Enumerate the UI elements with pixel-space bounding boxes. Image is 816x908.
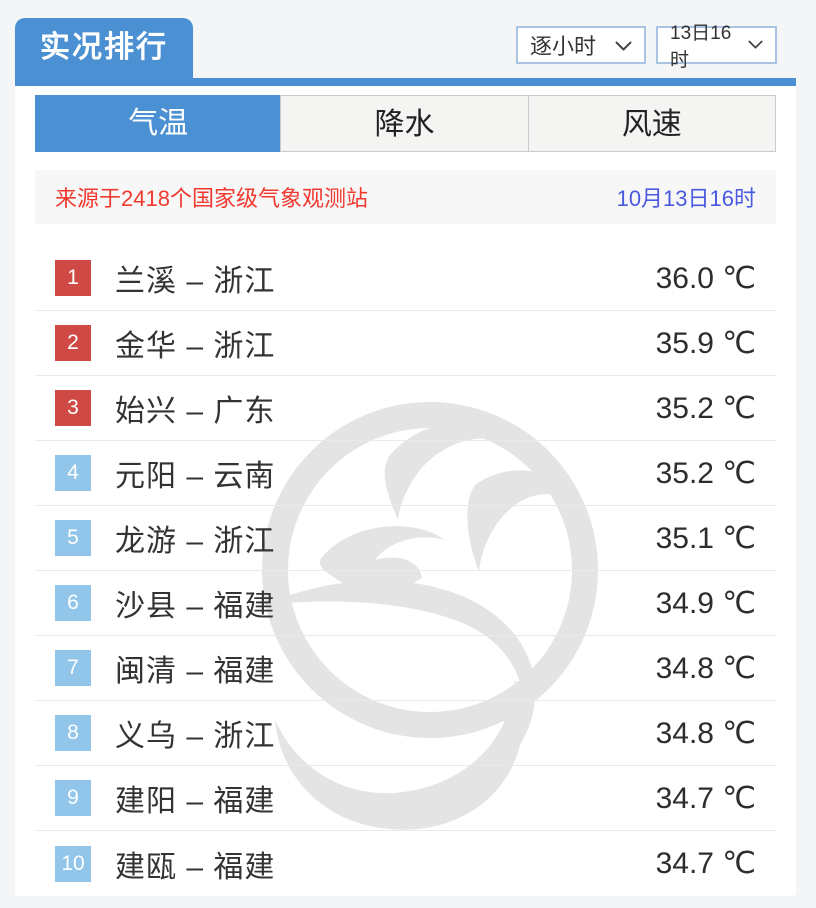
station-name: 兰溪 – 浙江 xyxy=(115,265,276,298)
temperature-value: 35.2 ℃ xyxy=(655,456,756,490)
station-name: 建阳 – 福建 xyxy=(115,785,276,818)
tab-precipitation[interactable]: 降水 xyxy=(280,95,529,152)
chevron-down-icon xyxy=(615,32,632,58)
temperature-value: 34.9 ℃ xyxy=(655,586,756,620)
tab-wind-speed[interactable]: 风速 xyxy=(527,95,776,152)
ranking-row: 10 建瓯 – 福建 34.7 ℃ xyxy=(35,831,776,896)
rank-badge: 1 xyxy=(55,260,91,296)
ranking-row: 6 沙县 – 福建 34.9 ℃ xyxy=(35,571,776,636)
temperature-value: 35.9 ℃ xyxy=(655,326,756,360)
station-name: 义乌 – 浙江 xyxy=(115,720,276,753)
ranking-row: 9 建阳 – 福建 34.7 ℃ xyxy=(35,766,776,831)
ranking-row: 2 金华 – 浙江 35.9 ℃ xyxy=(35,311,776,376)
card-body: 气温 降水 风速 来源于2418个国家级气象观测站 10月13日16时 1 xyxy=(15,86,796,896)
temperature-value: 36.0 ℃ xyxy=(655,261,756,295)
rank-badge: 4 xyxy=(55,455,91,491)
rank-badge: 9 xyxy=(55,780,91,816)
time-select-value: 13日16时 xyxy=(670,23,732,71)
station-name: 建瓯 – 福建 xyxy=(115,850,276,884)
card-header: 实况排行 逐小时 13日16时 xyxy=(15,18,796,78)
source-bar: 来源于2418个国家级气象观测站 10月13日16时 xyxy=(35,170,776,224)
ranking-row: 8 义乌 – 浙江 34.8 ℃ xyxy=(35,701,776,766)
ranking-row: 5 龙游 – 浙江 35.1 ℃ xyxy=(35,506,776,571)
interval-select-value: 逐小时 xyxy=(530,34,597,59)
observation-time: 10月13日16时 xyxy=(616,186,756,211)
live-ranking-card: 实况排行 逐小时 13日16时 xyxy=(15,18,796,896)
header-accent-strip xyxy=(15,78,796,86)
station-name: 沙县 – 福建 xyxy=(115,590,276,623)
temperature-value: 34.8 ℃ xyxy=(655,651,756,685)
interval-select[interactable]: 逐小时 xyxy=(516,26,646,64)
tab-temperature[interactable]: 气温 xyxy=(35,95,282,152)
rank-badge: 2 xyxy=(55,325,91,361)
station-name: 龙游 – 浙江 xyxy=(115,525,276,558)
station-name: 始兴 – 广东 xyxy=(115,395,276,428)
rank-badge: 5 xyxy=(55,520,91,556)
metric-tabs: 气温 降水 风速 xyxy=(35,95,776,152)
ranking-row: 1 兰溪 – 浙江 36.0 ℃ xyxy=(35,246,776,311)
rank-badge: 8 xyxy=(55,715,91,751)
ranking-row: 7 闽清 – 福建 34.8 ℃ xyxy=(35,636,776,701)
station-name: 金华 – 浙江 xyxy=(115,330,276,363)
station-name: 闽清 – 福建 xyxy=(115,655,276,688)
rank-badge: 3 xyxy=(55,390,91,426)
rank-badge: 6 xyxy=(55,585,91,621)
rank-badge: 10 xyxy=(55,845,91,882)
ranking-list: 1 兰溪 – 浙江 36.0 ℃ 2 金华 – 浙江 35.9 ℃ 3 始兴 –… xyxy=(35,246,776,896)
ranking-row: 3 始兴 – 广东 35.2 ℃ xyxy=(35,376,776,441)
header-controls: 逐小时 13日16时 xyxy=(516,23,777,71)
temperature-value: 34.7 ℃ xyxy=(655,847,756,880)
temperature-value: 34.7 ℃ xyxy=(655,781,756,815)
ranking-row: 4 元阳 – 云南 35.2 ℃ xyxy=(35,441,776,506)
station-name: 元阳 – 云南 xyxy=(115,460,276,493)
time-select[interactable]: 13日16时 xyxy=(656,23,777,71)
live-ranking-tab[interactable]: 实况排行 xyxy=(15,18,193,78)
temperature-value: 35.1 ℃ xyxy=(655,521,756,555)
source-text: 来源于2418个国家级气象观测站 xyxy=(55,186,368,211)
temperature-value: 35.2 ℃ xyxy=(655,391,756,425)
chevron-down-icon xyxy=(748,34,763,56)
temperature-value: 34.8 ℃ xyxy=(655,716,756,750)
rank-badge: 7 xyxy=(55,650,91,686)
